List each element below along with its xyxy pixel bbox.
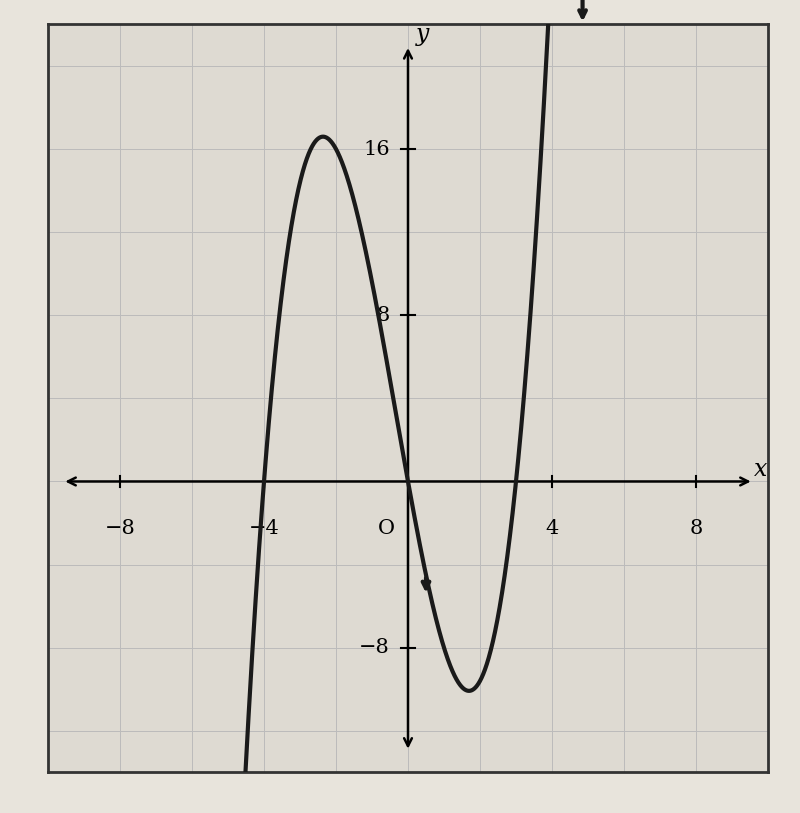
- Text: 8: 8: [377, 306, 390, 324]
- Text: −8: −8: [105, 519, 135, 538]
- Text: −4: −4: [249, 519, 279, 538]
- Text: y: y: [416, 24, 429, 46]
- Text: O: O: [378, 519, 395, 538]
- Text: 4: 4: [546, 519, 558, 538]
- Text: x: x: [754, 458, 767, 480]
- Text: 8: 8: [690, 519, 702, 538]
- Text: −8: −8: [359, 638, 390, 657]
- Text: 16: 16: [363, 140, 390, 159]
